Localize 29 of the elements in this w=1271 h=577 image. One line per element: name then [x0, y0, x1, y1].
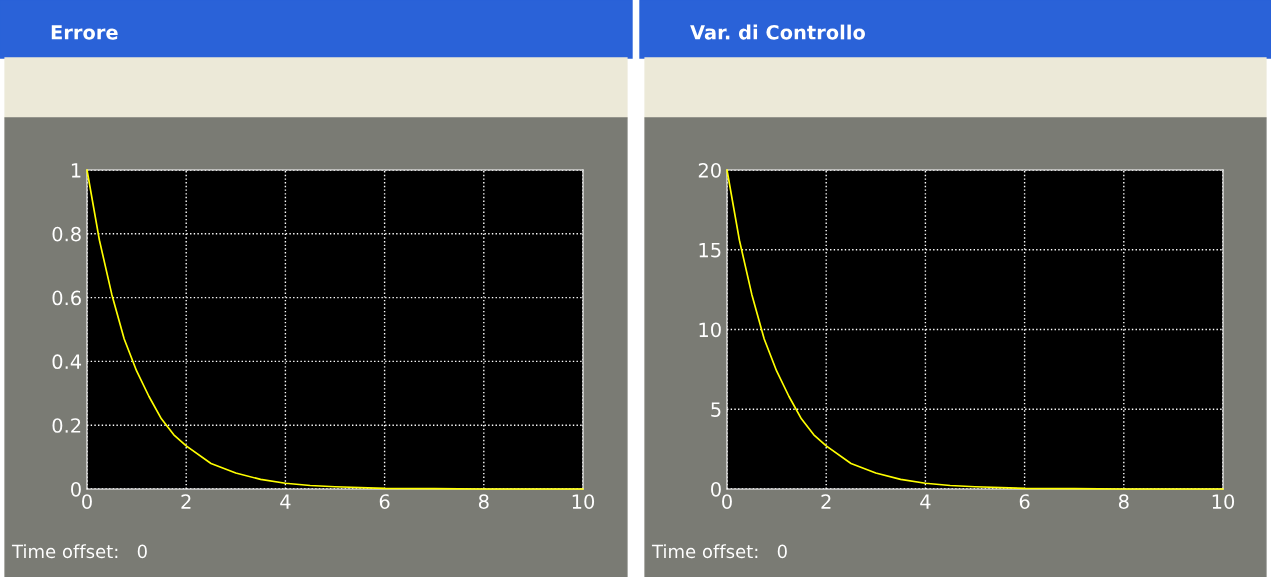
- y-tick-label: 0.4: [52, 354, 82, 370]
- x-tick-label: 10: [572, 494, 595, 509]
- y-tick-label: 0.2: [52, 418, 81, 433]
- y-tick-label: 0: [71, 481, 81, 497]
- line-series: [726, 169, 1224, 490]
- chart-title: Errore: [51, 25, 118, 40]
- x-tick-label: 0: [722, 494, 732, 509]
- x-tick-label: 8: [1118, 494, 1129, 509]
- text: Time offset: 0: [11, 544, 147, 559]
- chart-title: Var. di Controllo: [690, 24, 865, 40]
- y-tick-label: 0.6: [52, 290, 81, 306]
- x-tick-label: 4: [280, 494, 291, 509]
- x-tick-label: 2: [821, 494, 831, 509]
- y-tick-label: 1: [71, 163, 81, 178]
- x-tick-label: 6: [379, 494, 390, 509]
- x-tick-label: 2: [181, 494, 191, 509]
- text: Time offset: 0: [651, 544, 787, 559]
- y-tick-label: 0.8: [52, 226, 81, 242]
- y-tick-label: 20: [698, 162, 721, 178]
- x-tick-label: 4: [920, 494, 931, 509]
- y-tick-label: 0: [711, 481, 721, 497]
- x-tick-label: 10: [1212, 494, 1235, 509]
- y-tick-label: 15: [699, 242, 721, 258]
- x-tick-label: 8: [478, 494, 489, 509]
- x-tick-label: 6: [1019, 494, 1030, 509]
- line-series: [86, 169, 584, 490]
- x-tick-label: 0: [82, 494, 92, 509]
- y-tick-label: 10: [699, 322, 721, 338]
- y-tick-label: 5: [711, 402, 721, 417]
